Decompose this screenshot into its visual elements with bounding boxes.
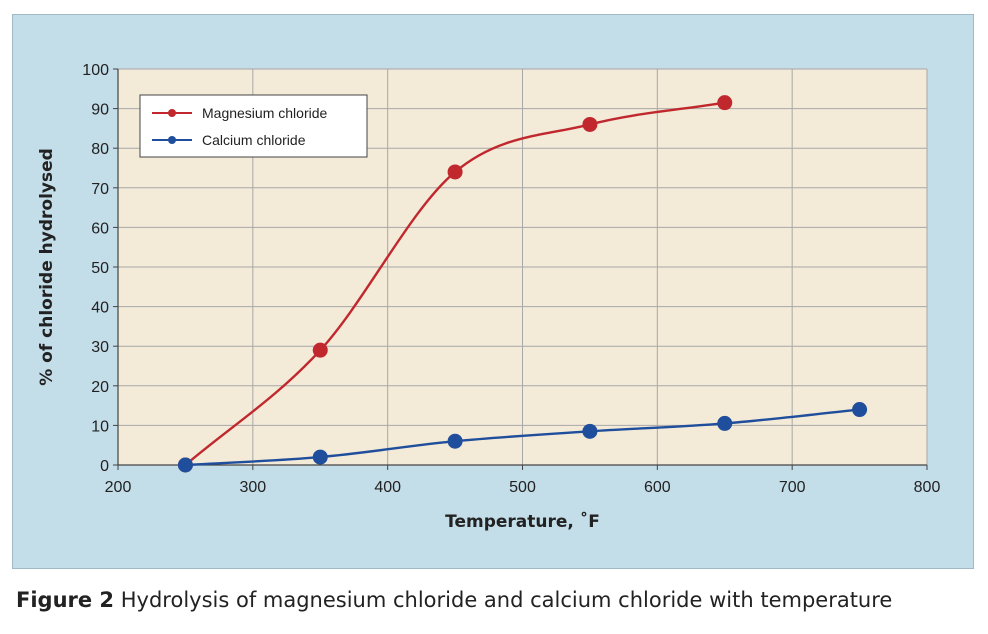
y-axis-ticks: 0 10 20 30 40 50 60 70 80 90 100 [82, 62, 118, 475]
data-point-magnesium-chloride [582, 116, 598, 132]
caption-text: Hydrolysis of magnesium chloride and cal… [120, 588, 893, 612]
data-point-calcium-chloride [717, 415, 733, 431]
legend-marker-calcium-chloride [168, 136, 176, 144]
series [177, 95, 868, 473]
x-tick-label: 300 [239, 479, 266, 496]
x-axis-ticks: 200 300 400 500 600 700 800 [105, 465, 941, 496]
data-point-calcium-chloride [312, 449, 328, 465]
x-tick-label: 600 [644, 479, 671, 496]
y-tick-label: 40 [91, 300, 109, 317]
y-tick-label: 10 [91, 418, 109, 435]
y-tick-label: 60 [91, 220, 109, 237]
y-tick-label: 90 [91, 102, 109, 119]
data-point-calcium-chloride [582, 423, 598, 439]
caption-label: Figure 2 [16, 588, 115, 612]
grid-lines [118, 68, 928, 465]
y-tick-label: 0 [100, 458, 109, 475]
x-tick-label: 500 [509, 479, 536, 496]
series-calcium-chloride [177, 402, 868, 473]
x-tick-label: 700 [779, 479, 806, 496]
data-point-magnesium-chloride [312, 342, 328, 358]
data-point-calcium-chloride [177, 457, 193, 473]
legend-box [139, 94, 368, 158]
x-axis-title: Temperature, ˚F [445, 510, 600, 532]
legend-label-magnesium-chloride: Magnesium chloride [202, 105, 327, 121]
legend-marker-magnesium-chloride [168, 109, 176, 117]
x-tick-label: 200 [105, 479, 132, 496]
data-point-calcium-chloride [852, 402, 868, 418]
x-tick-label: 800 [914, 479, 941, 496]
y-tick-label: 50 [91, 260, 109, 277]
y-tick-label: 80 [91, 141, 109, 158]
x-tick-label: 400 [374, 479, 401, 496]
legend-label-calcium-chloride: Calcium chloride [202, 132, 306, 148]
series-line-magnesium-chloride [184, 101, 726, 467]
y-tick-label: 100 [82, 62, 109, 79]
data-point-calcium-chloride [447, 433, 463, 449]
y-tick-label: 70 [91, 181, 109, 198]
y-axis-title: % of chloride hydrolysed [37, 148, 57, 386]
y-tick-label: 30 [91, 339, 109, 356]
data-point-magnesium-chloride [447, 164, 463, 180]
y-tick-label: 20 [91, 379, 109, 396]
series-line-calcium-chloride [184, 408, 861, 467]
figure-caption: Figure 2 Hydrolysis of magnesium chlorid… [16, 588, 892, 612]
legend: Magnesium chloride Calcium chloride [139, 94, 368, 158]
data-point-magnesium-chloride [717, 95, 733, 111]
